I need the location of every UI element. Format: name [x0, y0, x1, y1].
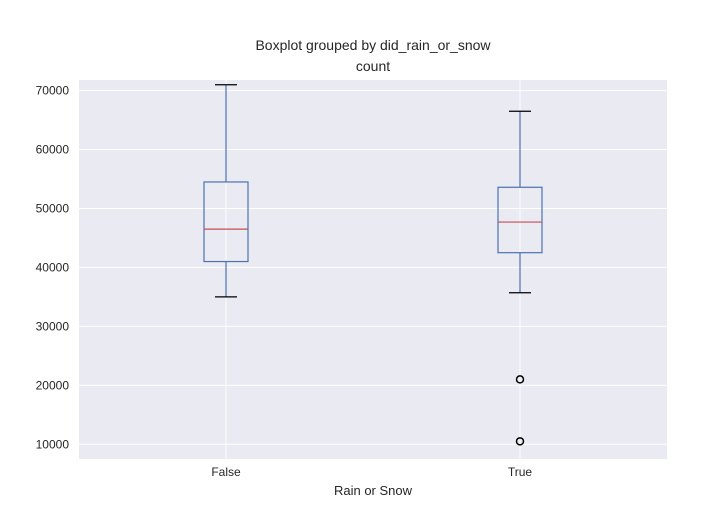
x-axis-label: Rain or Snow: [334, 483, 413, 498]
y-tick-labels: 10000 20000 30000 40000 50000 60000 70000: [36, 84, 70, 452]
box-iqr: [203, 181, 249, 263]
plot-area: [79, 80, 667, 459]
y-tick-label: 30000: [36, 319, 70, 333]
y-tick-label: 20000: [36, 378, 70, 392]
box-series: [203, 84, 543, 446]
outlier-point: [515, 375, 525, 384]
outlier-point: [515, 437, 525, 446]
box-iqr: [497, 186, 543, 254]
chart-suptitle: Boxplot grouped by did_rain_or_snow: [255, 37, 491, 53]
y-tick-label: 50000: [36, 201, 70, 215]
y-tick-label: 10000: [36, 437, 70, 451]
x-tick-labels: False True: [211, 465, 532, 479]
x-tick-label: False: [211, 465, 241, 479]
y-tick-label: 60000: [36, 143, 70, 157]
chart-title: count: [356, 58, 390, 74]
y-tick-label: 40000: [36, 260, 70, 274]
x-tick-label: True: [508, 465, 533, 479]
y-tick-label: 70000: [36, 84, 70, 98]
